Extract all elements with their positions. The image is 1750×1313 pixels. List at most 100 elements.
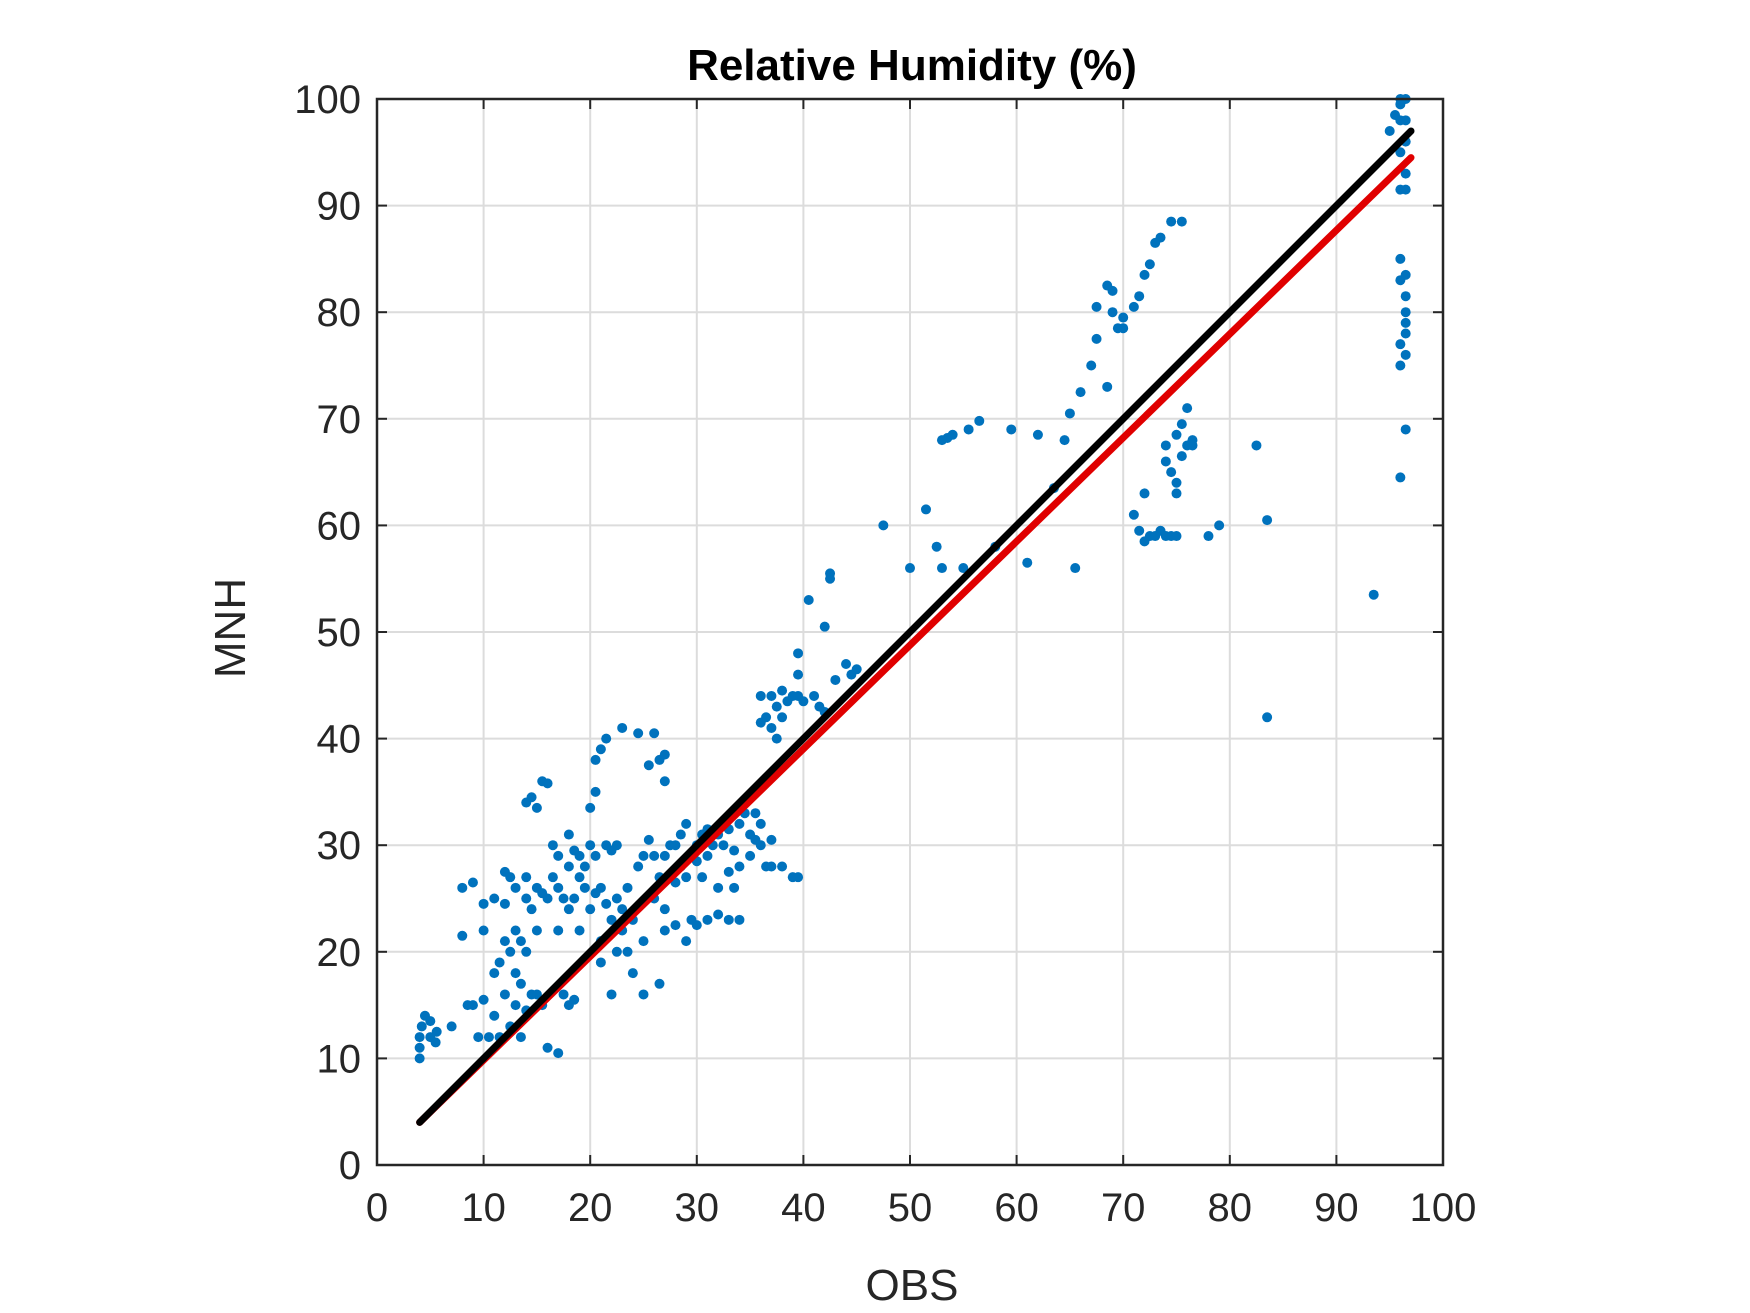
scatter-point <box>457 930 468 941</box>
scatter-point <box>670 840 681 851</box>
scatter-point <box>1384 125 1395 136</box>
x-axis-label: OBS <box>866 1261 959 1310</box>
scatter-point <box>819 621 830 632</box>
scatter-point <box>1395 360 1406 371</box>
x-axis-ticks: 0 10 20 30 40 50 60 70 80 90 100 <box>366 99 1477 1230</box>
scatter-point <box>574 925 585 936</box>
scatter-point <box>766 834 777 845</box>
scatter-point <box>1144 259 1155 270</box>
scatter-point <box>1171 531 1182 542</box>
scatter-point <box>1171 429 1182 440</box>
scatter-point <box>649 728 660 739</box>
scatter-point <box>478 898 489 909</box>
scatter-point <box>766 861 777 872</box>
scatter-point <box>526 904 537 915</box>
y-axis-label: MNH <box>206 578 255 678</box>
scatter-point <box>1400 168 1411 179</box>
scatter-point <box>1182 403 1193 414</box>
scatter-point <box>745 850 756 861</box>
scatter-point <box>963 424 974 435</box>
scatter-point <box>755 818 766 829</box>
y-tick-label: 100 <box>294 78 361 122</box>
scatter-point <box>574 850 585 861</box>
scatter-point <box>681 936 692 947</box>
scatter-point <box>622 882 633 893</box>
scatter-point <box>643 834 654 845</box>
scatter-point <box>489 968 500 979</box>
scatter-point <box>638 989 649 1000</box>
scatter-point <box>505 946 516 957</box>
scatter-point <box>734 914 745 925</box>
scatter-point <box>1107 285 1118 296</box>
scatter-point <box>659 749 670 760</box>
scatter-point <box>542 1042 553 1053</box>
scatter-point <box>553 1048 564 1059</box>
scatter-point <box>1400 349 1411 360</box>
scatter-point <box>489 1010 500 1021</box>
scatter-point <box>729 845 740 856</box>
scatter-point <box>734 861 745 872</box>
scatter-point <box>1128 509 1139 520</box>
scatter-point <box>595 957 606 968</box>
scatter-point <box>585 840 596 851</box>
scatter-point <box>675 829 686 840</box>
scatter-point <box>1395 253 1406 264</box>
scatter-point <box>777 685 788 696</box>
scatter-point <box>1107 307 1118 318</box>
scatter-point <box>931 541 942 552</box>
scatter-point <box>1171 488 1182 499</box>
scatter-point <box>723 866 734 877</box>
scatter-point <box>659 776 670 787</box>
y-axis-ticks: 0 10 20 30 40 50 60 70 80 90 100 <box>294 78 1443 1188</box>
scatter-point <box>617 722 628 733</box>
scatter-point <box>825 573 836 584</box>
scatter-point <box>638 850 649 861</box>
scatter-point <box>505 872 516 883</box>
x-tick-label: 70 <box>1101 1186 1146 1230</box>
scatter-point <box>1059 435 1070 446</box>
scatter-point <box>414 1042 425 1053</box>
scatter-point <box>1160 440 1171 451</box>
scatter-point <box>611 840 622 851</box>
x-tick-label: 100 <box>1410 1186 1477 1230</box>
scatter-point <box>947 429 958 440</box>
scatter-point <box>563 904 574 915</box>
scatter-point <box>574 872 585 883</box>
scatter-point <box>1176 419 1187 430</box>
scatter-point <box>766 722 777 733</box>
y-tick-label: 30 <box>317 824 362 868</box>
scatter-point <box>515 936 526 947</box>
scatter-point <box>595 882 606 893</box>
scatter-point <box>1395 147 1406 158</box>
scatter-point <box>478 994 489 1005</box>
chart-title: Relative Humidity (%) <box>687 41 1137 90</box>
scatter-point <box>936 563 947 574</box>
scatter-point <box>558 893 569 904</box>
scatter-point <box>510 882 521 893</box>
scatter-point <box>579 861 590 872</box>
scatter-point <box>718 840 729 851</box>
scatter-point <box>1262 515 1273 526</box>
scatter-point <box>841 658 852 669</box>
scatter-point <box>761 712 772 723</box>
scatter-point <box>430 1037 441 1048</box>
x-tick-label: 0 <box>366 1186 388 1230</box>
scatter-point <box>414 1032 425 1043</box>
y-tick-label: 80 <box>317 291 362 335</box>
scatter-point <box>1395 472 1406 483</box>
scatter-point <box>1395 339 1406 350</box>
scatter-point <box>478 925 489 936</box>
scatter-point <box>510 925 521 936</box>
scatter-point <box>638 936 649 947</box>
scatter-point <box>595 744 606 755</box>
scatter-point <box>531 925 542 936</box>
scatter-point <box>681 818 692 829</box>
scatter-point <box>473 1032 484 1043</box>
scatter-point <box>590 754 601 765</box>
scatter-point <box>793 648 804 659</box>
scatter-point <box>681 872 692 883</box>
fit-lines <box>416 127 1415 1126</box>
scatter-point <box>659 904 670 915</box>
scatter-point <box>627 968 638 979</box>
scatter-point <box>416 1021 427 1032</box>
